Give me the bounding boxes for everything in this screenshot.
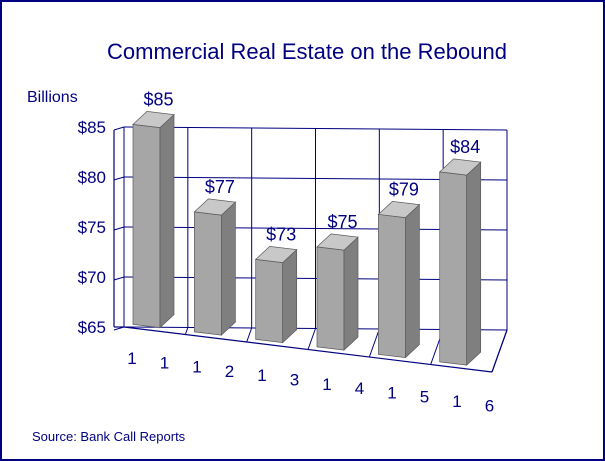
x-tick-label: 1 xyxy=(322,375,331,394)
x-tick-label: 1 xyxy=(127,349,136,368)
chart-title: Commercial Real Estate on the Rebound xyxy=(107,39,507,64)
grid-layer xyxy=(113,126,508,373)
y-tick-label: $65 xyxy=(78,318,106,337)
bars-layer xyxy=(132,111,482,366)
data-labels-layer: $85 $77 $73 $75 $79 $84 xyxy=(144,89,481,244)
x-tick-label: 3 xyxy=(290,371,299,390)
gridline-left xyxy=(113,126,125,131)
bar-front-5 xyxy=(378,214,406,358)
bar-front-3 xyxy=(255,259,284,343)
units-label: Billions xyxy=(27,89,78,106)
bar-top-3 xyxy=(254,246,298,263)
data-label-2: $77 xyxy=(205,177,235,197)
x-tick-label: 5 xyxy=(420,388,429,407)
source-note: Source: Bank Call Reports xyxy=(32,429,186,444)
bar-top-1 xyxy=(132,111,175,128)
bar-front-4 xyxy=(316,246,345,351)
x-tick-label: 1 xyxy=(192,358,201,377)
y-tick-label: $80 xyxy=(78,168,106,187)
bar-top-4 xyxy=(316,233,359,251)
y-tick-label: $85 xyxy=(78,118,106,137)
bar-front-6 xyxy=(439,171,468,366)
bar-front-1 xyxy=(132,124,161,328)
floor-gridline xyxy=(368,328,380,358)
bar-front-2 xyxy=(194,211,222,336)
x-tick-label: 1 xyxy=(160,353,169,372)
bar-side-4 xyxy=(343,236,359,351)
x-tick-label: 2 xyxy=(225,362,234,381)
y-tick-labels: $65 $70 $75 $80 $85 xyxy=(78,118,106,337)
gridline-left xyxy=(113,176,125,181)
gridline-left xyxy=(113,226,125,231)
bar-side-6 xyxy=(466,161,482,366)
floor-gridline xyxy=(246,327,253,343)
y-tick-label: $70 xyxy=(78,268,106,287)
bar-side-5 xyxy=(405,203,420,359)
data-label-4: $75 xyxy=(328,212,358,232)
x-tick-label: 1 xyxy=(257,366,266,385)
x-tick-label: 6 xyxy=(485,396,494,415)
x-tick-label: 1 xyxy=(452,392,461,411)
floor-gridline xyxy=(307,328,316,350)
data-label-3: $73 xyxy=(266,224,296,244)
gridline-left xyxy=(113,276,125,281)
floor-gridline xyxy=(184,327,189,335)
bar-side-1 xyxy=(159,113,175,329)
data-label-1: $85 xyxy=(144,89,174,109)
bar-top-2 xyxy=(193,198,237,216)
y-tick-label: $75 xyxy=(78,218,106,237)
data-label-5: $79 xyxy=(389,179,419,199)
x-tick-labels: 1 1 1 2 1 3 1 4 1 5 1 6 xyxy=(127,349,494,415)
bar-top-6 xyxy=(438,158,482,176)
floor-gridline xyxy=(491,329,508,373)
bar-side-3 xyxy=(282,248,298,344)
bar-top-5 xyxy=(377,201,421,218)
bar-side-2 xyxy=(221,201,236,336)
x-tick-label: 1 xyxy=(387,383,396,402)
x-tick-label: 4 xyxy=(355,379,364,398)
data-label-6: $84 xyxy=(450,137,480,157)
